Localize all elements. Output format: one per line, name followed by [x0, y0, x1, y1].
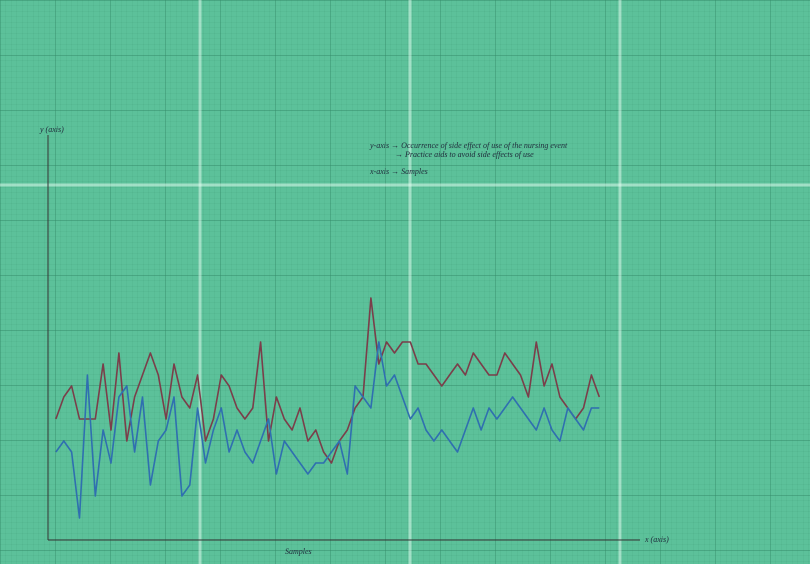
x-axis-label: x (axis)	[644, 535, 669, 544]
note: y-axis → Occurrence of side effect of us…	[369, 141, 568, 150]
note: x-axis → Samples	[369, 167, 428, 176]
y-axis-label: y (axis)	[39, 125, 64, 134]
note: → Practice aids to avoid side effects of…	[395, 150, 534, 159]
x-title: Samples	[285, 547, 312, 556]
series-line	[55, 341, 600, 519]
